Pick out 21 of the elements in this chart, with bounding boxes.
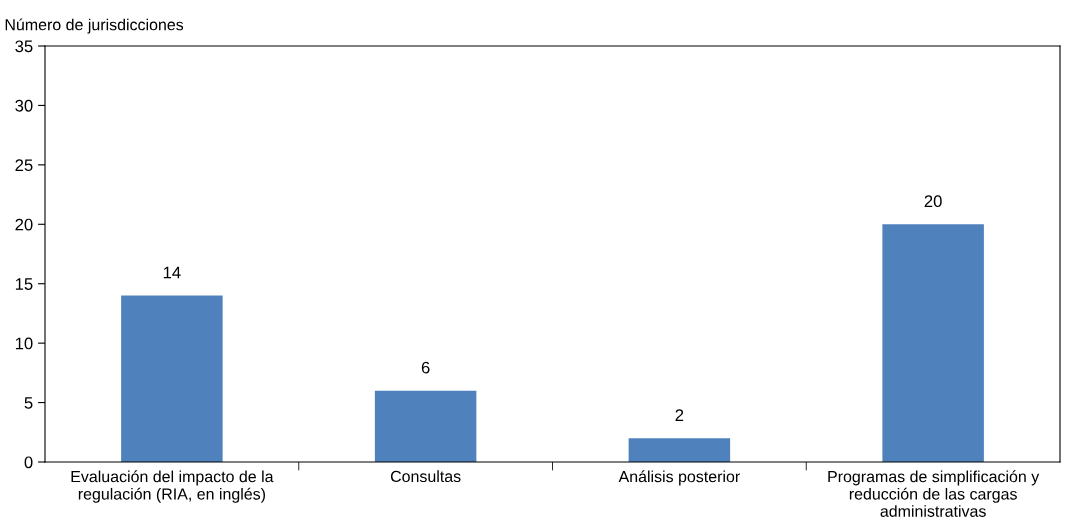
y-tick-label: 20 [15, 218, 33, 231]
y-tick-label: 15 [15, 278, 33, 290]
x-tick-label: Análisis posterior [618, 470, 740, 486]
y-tick-label: 10 [15, 337, 33, 350]
y-axis-title: Número de jurisdicciones [5, 18, 184, 34]
data-label: 20 [924, 195, 942, 208]
y-tick-label: 5 [24, 397, 33, 409]
y-tick-label: 30 [15, 99, 33, 112]
bar [628, 438, 731, 462]
data-label: 14 [163, 266, 181, 279]
y-tick-label: 35 [15, 40, 33, 53]
data-label: 6 [421, 361, 430, 374]
bar [374, 390, 477, 462]
x-tick-label: Evaluación del impacto de la regulación (RIA, en inglés) [71, 470, 274, 503]
bar [121, 295, 223, 462]
y-tick-label: 25 [15, 159, 33, 172]
data-label: 2 [675, 409, 684, 421]
x-tick-label: Programas de simplificación y reducción de las cargas administrativas [828, 470, 1040, 517]
x-tick-label: Consultas [390, 470, 461, 483]
bar [882, 224, 984, 462]
y-tick-label: 0 [24, 456, 33, 469]
